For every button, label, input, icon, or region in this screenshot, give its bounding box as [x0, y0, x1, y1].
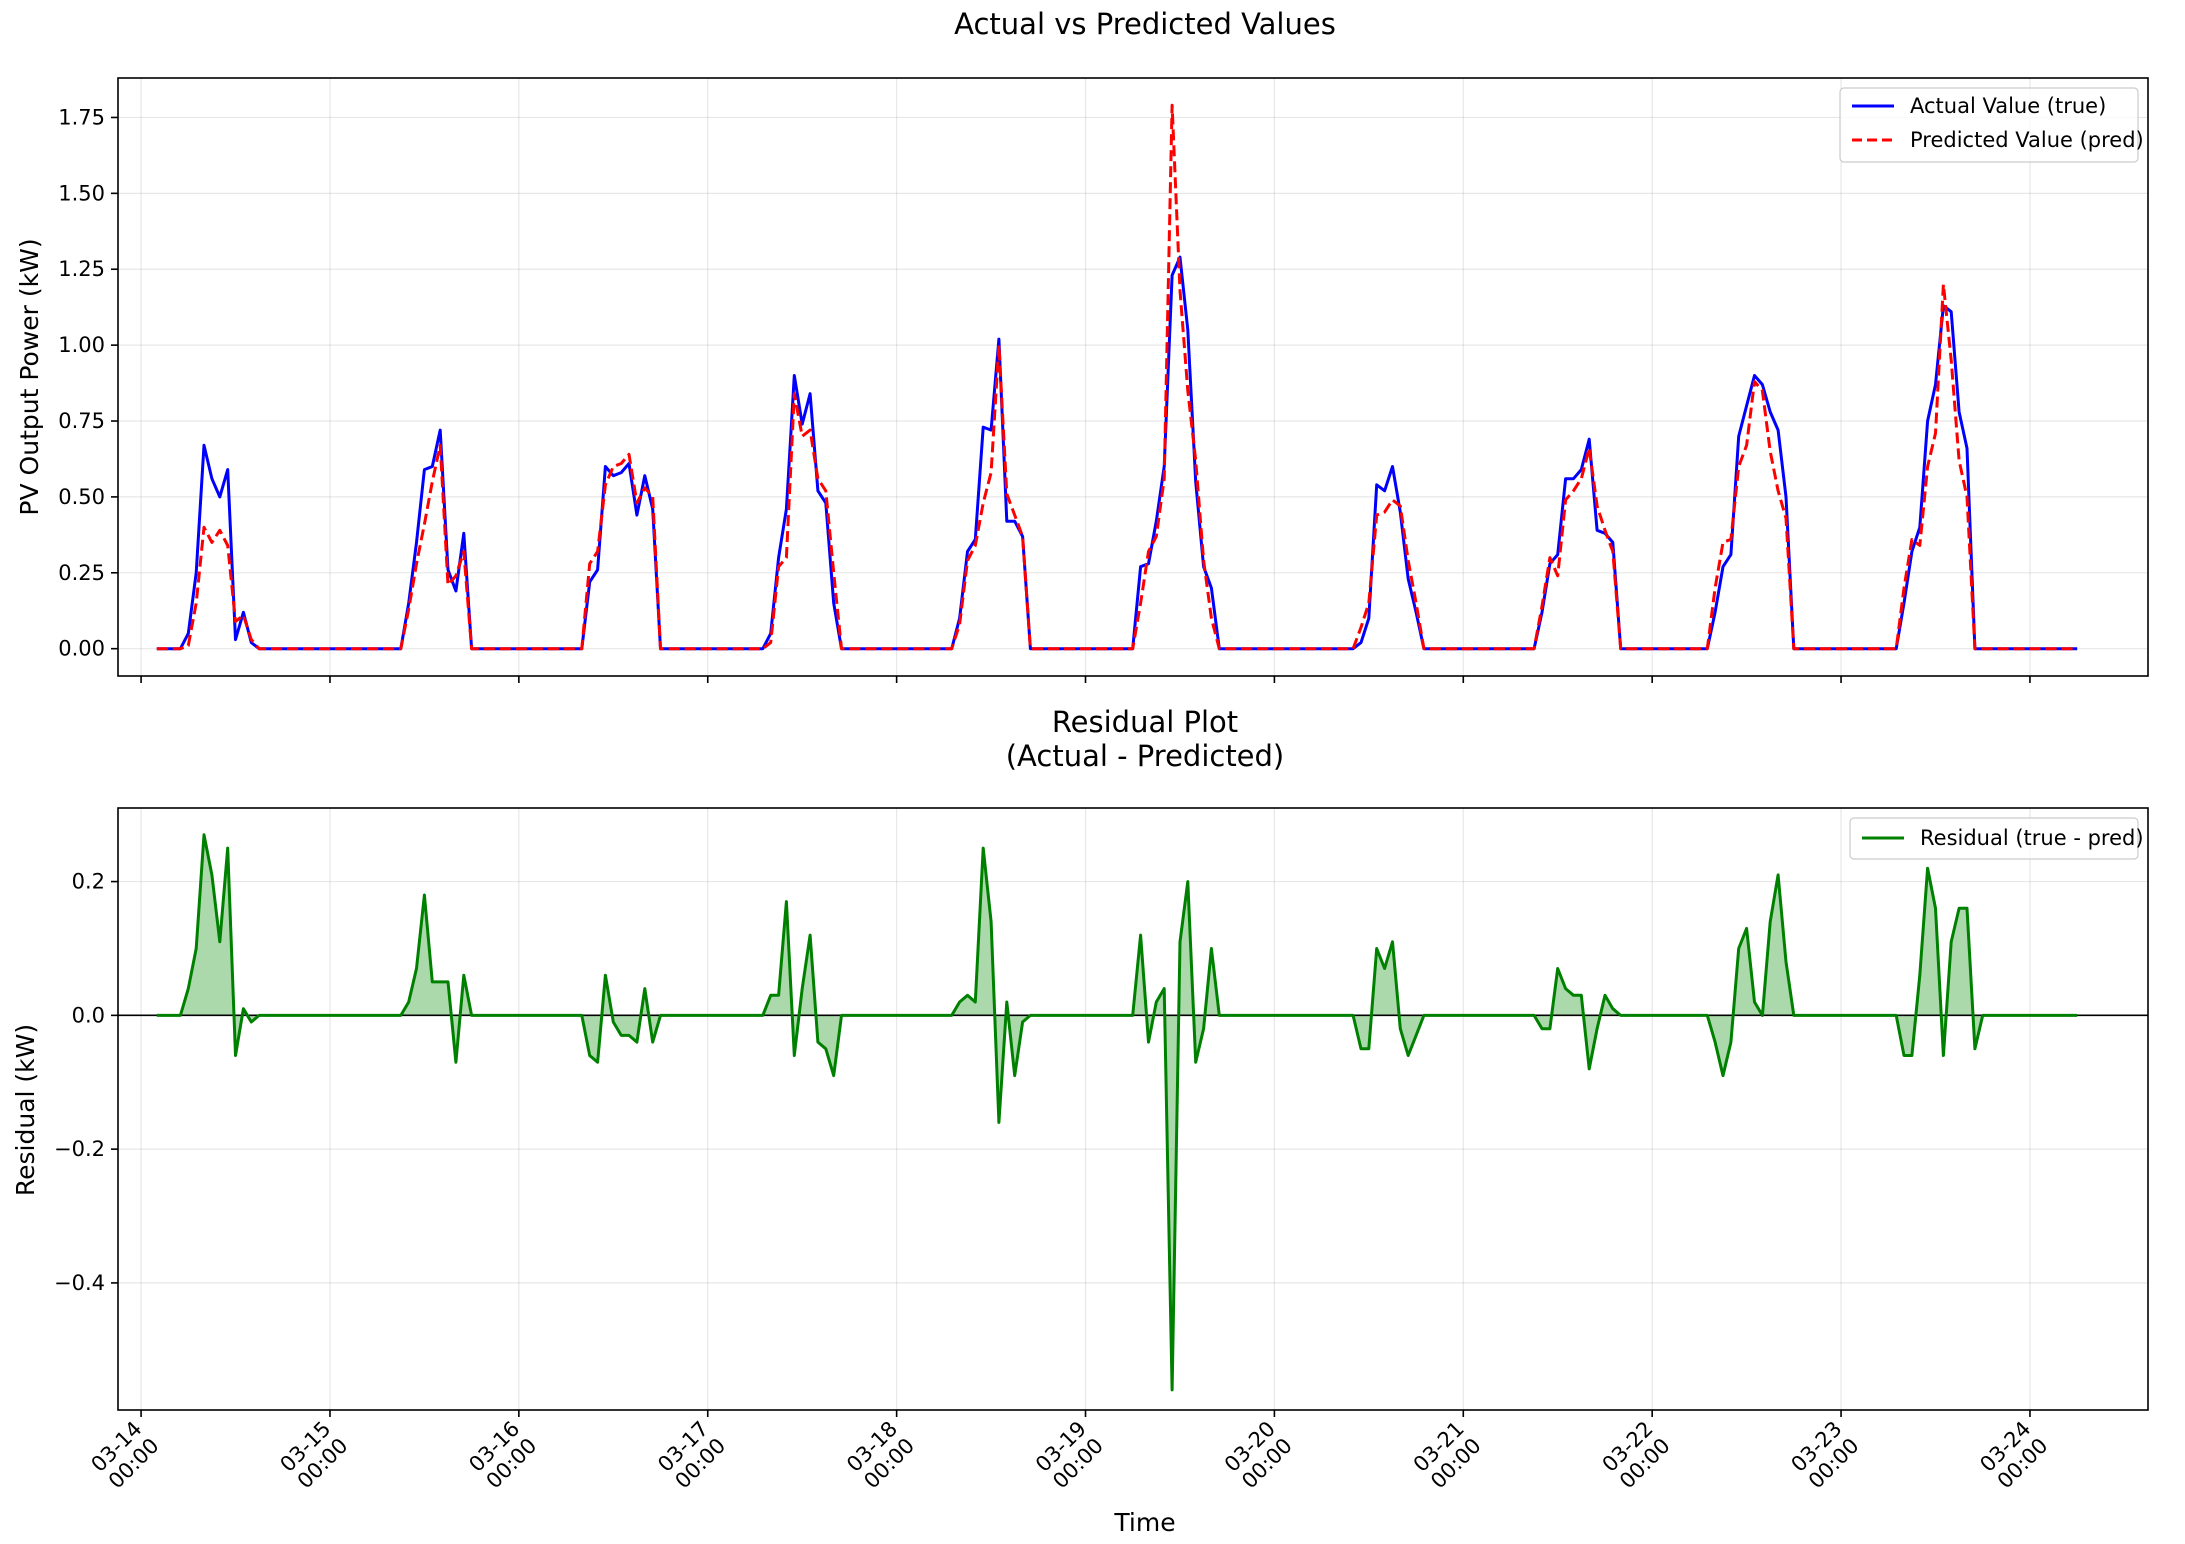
residual-fill	[156, 834, 2078, 1390]
bottom-chart-panel: Residual Plot (Actual - Predicted) −0.4−…	[11, 705, 2149, 1537]
bottom-y-axis-label: Residual (kW)	[11, 1024, 40, 1196]
legend-label-actual: Actual Value (true)	[1910, 94, 2106, 118]
bottom-y-tick-label: −0.4	[54, 1271, 105, 1295]
x-axis-label: Time	[1113, 1508, 1175, 1537]
bottom-y-tick-label: 0.0	[72, 1003, 105, 1027]
top-y-tick-label: 0.25	[58, 561, 105, 585]
x-tick-label: 03-1800:00	[842, 1417, 919, 1494]
x-tick-label: 03-1700:00	[653, 1417, 730, 1494]
top-y-axis-ticks: 0.00 0.25 0.50 0.75 1.00 1.25 1.50 1.75	[58, 105, 118, 661]
bottom-chart-title-line2: (Actual - Predicted)	[1006, 739, 1285, 773]
x-tick-label: 03-2400:00	[1975, 1417, 2052, 1494]
actual-value-line	[156, 255, 2078, 651]
top-series-lines	[156, 103, 2078, 651]
bottom-legend-box	[1849, 817, 2139, 860]
x-tick-label: 03-1600:00	[464, 1417, 541, 1494]
x-tick-label: 03-2200:00	[1598, 1417, 1675, 1494]
legend-label-residual: Residual (true - pred)	[1920, 826, 2144, 850]
x-tick-label: 03-2000:00	[1220, 1417, 1297, 1494]
x-tick-label: 03-1400:00	[86, 1417, 163, 1494]
bottom-y-tick-label: 0.2	[72, 870, 105, 894]
x-tick-label: 03-1500:00	[275, 1417, 352, 1494]
top-y-tick-label: 1.50	[58, 181, 105, 205]
top-y-tick-label: 0.75	[58, 409, 105, 433]
top-y-tick-label: 1.75	[58, 105, 105, 129]
top-y-tick-label: 0.00	[58, 637, 105, 661]
top-gridlines	[118, 78, 2148, 676]
top-chart-title: Actual vs Predicted Values	[954, 7, 1336, 41]
top-legend: Actual Value (true) Predicted Value (pre…	[1839, 87, 2144, 163]
bottom-gridlines	[118, 808, 2148, 1410]
top-y-tick-label: 1.25	[58, 257, 105, 281]
x-tick-label: 03-2300:00	[1786, 1417, 1863, 1494]
top-chart-panel: Actual vs Predicted Values 0.000.250.500…	[15, 7, 2149, 683]
top-x-axis-ticks	[140, 676, 2031, 683]
top-y-tick-label: 1.00	[58, 333, 105, 357]
bottom-y-axis-ticks: −0.4 −0.2 0.0 0.2	[54, 870, 118, 1295]
bottom-x-axis-ticks: 03-1400:00 03-1500:00 03-1600:00 03-1700:00…	[86, 1410, 2052, 1494]
legend-label-predicted: Predicted Value (pred)	[1910, 128, 2144, 152]
top-y-axis-label: PV Output Power (kW)	[15, 238, 44, 515]
top-y-tick-label: 0.50	[58, 485, 105, 509]
bottom-residual-area	[118, 833, 2148, 1392]
top-plot-frame	[117, 77, 2149, 677]
residual-line	[156, 833, 2078, 1392]
predicted-value-line	[156, 103, 2078, 651]
top-legend-box	[1839, 87, 2139, 163]
bottom-y-tick-label: −0.2	[54, 1137, 105, 1161]
bottom-legend: Residual (true - pred)	[1849, 817, 2144, 860]
x-tick-label: 03-1900:00	[1031, 1417, 1108, 1494]
x-tick-label: 03-2100:00	[1409, 1417, 1486, 1494]
bottom-plot-frame	[117, 807, 2149, 1411]
bottom-chart-title-line1: Residual Plot	[1052, 705, 1238, 739]
